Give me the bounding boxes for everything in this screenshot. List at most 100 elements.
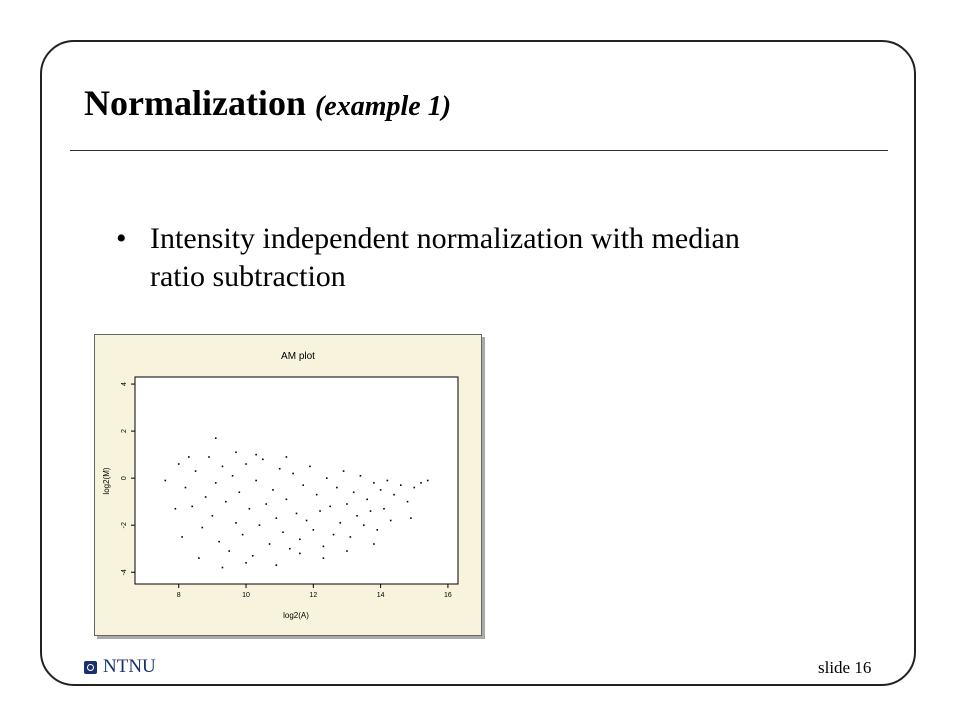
scatter-point bbox=[218, 540, 220, 543]
bullet-dot-icon: • bbox=[116, 222, 127, 255]
scatter-point bbox=[420, 482, 422, 484]
scatter-point bbox=[278, 467, 281, 470]
scatter-point bbox=[292, 472, 294, 475]
scatter-point bbox=[426, 479, 429, 482]
scatter-point bbox=[299, 552, 301, 555]
scatter-point bbox=[389, 519, 392, 522]
scatter-point bbox=[410, 517, 412, 519]
ntnu-logo: NTNU bbox=[84, 656, 156, 678]
scatter-point bbox=[379, 489, 382, 491]
x-tick-label: 10 bbox=[242, 592, 250, 599]
scatter-point bbox=[362, 524, 365, 526]
x-axis: 8 10 12 14 16 bbox=[177, 584, 452, 599]
plot-area bbox=[134, 376, 459, 585]
scatter-point bbox=[339, 522, 342, 524]
x-tick-label: 12 bbox=[309, 592, 317, 599]
scatter-point bbox=[265, 503, 268, 505]
scatter-point bbox=[198, 557, 200, 559]
scatter-point bbox=[376, 529, 379, 531]
scatter-point bbox=[325, 477, 328, 479]
scatter-point bbox=[359, 474, 362, 477]
scatter-point bbox=[309, 465, 311, 468]
scatter-point bbox=[302, 484, 305, 487]
scatter-point bbox=[255, 453, 257, 456]
scatter-point bbox=[225, 500, 227, 503]
scatter-point bbox=[413, 486, 416, 489]
x-tick-label: 8 bbox=[177, 592, 181, 599]
scatter-point bbox=[322, 545, 325, 548]
scatter-point bbox=[336, 486, 338, 489]
scatter-point bbox=[332, 533, 335, 536]
scatter-point bbox=[245, 463, 247, 465]
scatter-point bbox=[346, 503, 348, 505]
scatter-point bbox=[235, 451, 237, 454]
y-tick-label: 0 bbox=[121, 476, 128, 480]
scatter-point bbox=[305, 519, 308, 522]
scatter-point bbox=[285, 498, 288, 501]
scatter-point bbox=[356, 514, 358, 517]
scatter-point bbox=[275, 517, 278, 519]
scatter-point bbox=[214, 482, 217, 484]
scatter-point bbox=[245, 562, 247, 564]
title-divider bbox=[70, 150, 888, 151]
scatter-point bbox=[393, 493, 395, 496]
scatter-point bbox=[214, 437, 217, 439]
am-plot-chart: AM plot -4 -2 0 2 4 8 10 12 14 16 log2(A) log2(M… bbox=[102, 351, 459, 620]
scatter-point bbox=[211, 514, 214, 517]
scatter-point bbox=[181, 536, 183, 538]
scatter-point bbox=[268, 543, 271, 545]
scatter-point bbox=[164, 479, 167, 482]
scatter-point bbox=[299, 538, 301, 541]
chart-title: AM plot bbox=[281, 351, 315, 362]
scatter-point bbox=[349, 536, 352, 538]
scatter-point bbox=[352, 491, 355, 494]
scatter-point bbox=[373, 543, 375, 545]
scatter-point bbox=[204, 496, 207, 498]
scatter-point bbox=[184, 486, 187, 489]
slide-number: slide 16 bbox=[818, 658, 872, 677]
scatter-point bbox=[221, 465, 224, 468]
scatter-point bbox=[228, 550, 231, 552]
slide-title: Normalization (example 1) bbox=[84, 82, 451, 124]
scatter-point bbox=[406, 500, 409, 503]
scatter-point bbox=[282, 531, 284, 534]
scatter-point bbox=[255, 479, 257, 482]
scatter-point bbox=[275, 564, 278, 566]
scatter-points bbox=[164, 437, 429, 569]
scatter-point bbox=[272, 489, 274, 491]
scatter-point bbox=[262, 458, 264, 461]
scatter-point bbox=[201, 526, 204, 529]
ntnu-logo-icon bbox=[84, 660, 97, 674]
x-tick-label: 16 bbox=[444, 592, 452, 599]
scatter-point bbox=[400, 484, 402, 487]
bullet-text: Intensity independent normalization with… bbox=[150, 222, 740, 293]
y-tick-label: 2 bbox=[121, 429, 128, 433]
scatter-point bbox=[329, 505, 331, 508]
slide-title-main: Normalization bbox=[84, 83, 306, 123]
y-axis-label: log2(M) bbox=[102, 467, 111, 494]
x-tick-label: 14 bbox=[377, 592, 385, 599]
scatter-point bbox=[235, 522, 237, 524]
slide-title-suffix: (example 1) bbox=[314, 91, 452, 122]
scatter-point bbox=[174, 507, 177, 510]
y-tick-label: -4 bbox=[121, 569, 128, 575]
scatter-point bbox=[373, 482, 375, 484]
scatter-point bbox=[366, 498, 368, 501]
scatter-point bbox=[221, 566, 224, 569]
scatter-point bbox=[319, 510, 321, 512]
scatter-point bbox=[194, 470, 197, 472]
scatter-point bbox=[369, 510, 372, 512]
scatter-point bbox=[346, 550, 348, 552]
scatter-point bbox=[312, 529, 315, 531]
scatter-point bbox=[383, 507, 385, 510]
scatter-point bbox=[342, 470, 345, 472]
scatter-point bbox=[386, 479, 389, 482]
y-axis: -4 -2 0 2 4 bbox=[121, 382, 135, 575]
y-tick-label: -2 bbox=[121, 522, 128, 528]
scatter-point bbox=[191, 505, 193, 508]
scatter-point bbox=[248, 507, 251, 510]
scatter-point bbox=[208, 456, 210, 458]
am-plot-figure: AM plot -4 -2 0 2 4 8 10 12 14 16 log2(A) log2(M… bbox=[94, 334, 482, 636]
ntnu-logo-text: NTNU bbox=[103, 656, 156, 677]
scatter-point bbox=[251, 554, 254, 557]
